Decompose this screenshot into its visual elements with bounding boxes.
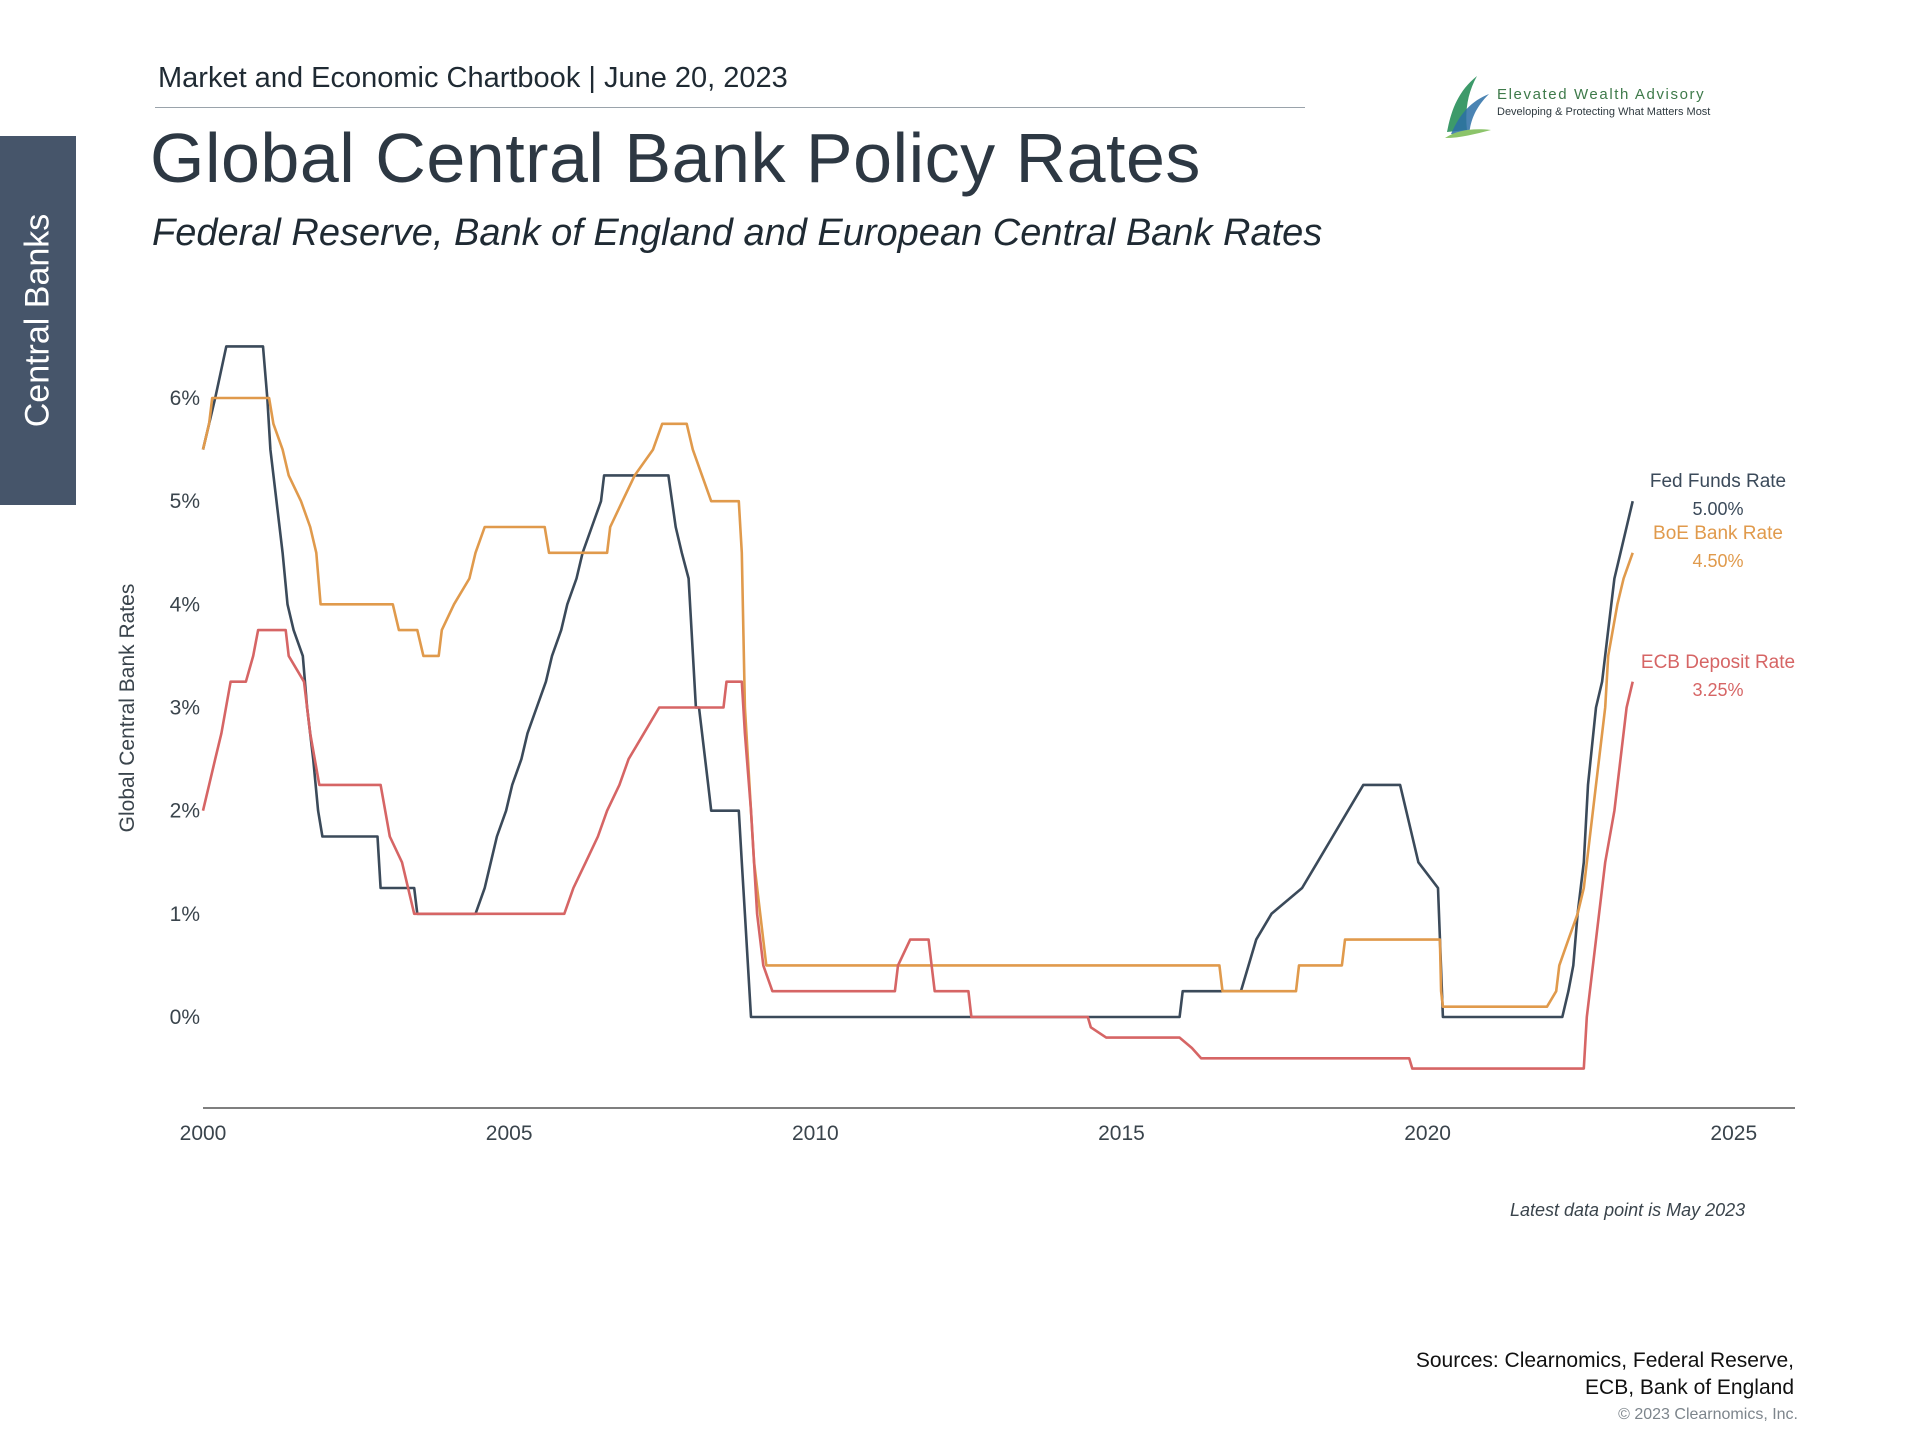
logo-tagline: Developing & Protecting What Matters Mos… bbox=[1497, 106, 1711, 118]
x-axis-ticks: 2000 2005 2010 2015 2020 2025 bbox=[180, 1122, 1757, 1145]
y-tick-label: 6% bbox=[170, 387, 200, 410]
series-value-label: 4.50% bbox=[1692, 551, 1743, 571]
latest-data-note: Latest data point is May 2023 bbox=[1510, 1200, 1746, 1220]
sources: Sources: Clearnomics, Federal Reserve, E… bbox=[1416, 1347, 1794, 1401]
y-tick-label: 1% bbox=[170, 903, 200, 926]
header-divider bbox=[155, 107, 1305, 108]
page-subtitle: Federal Reserve, Bank of England and Eur… bbox=[152, 212, 1323, 254]
series-name-label: BoE Bank Rate bbox=[1653, 523, 1783, 544]
sources-line-2: ECB, Bank of England bbox=[1585, 1376, 1794, 1399]
y-axis-label: Global Central Bank Rates bbox=[116, 584, 139, 833]
y-tick-label: 3% bbox=[170, 697, 200, 720]
y-tick-label: 0% bbox=[170, 1006, 200, 1029]
series-line-fed-funds-rate bbox=[201, 345, 1634, 1019]
page-title: Global Central Bank Policy Rates bbox=[150, 119, 1201, 197]
series-line-boe-bank-rate bbox=[201, 396, 1634, 1008]
logo: Elevated Wealth Advisory Developing & Pr… bbox=[1437, 72, 1757, 142]
sources-line-1: Sources: Clearnomics, Federal Reserve, bbox=[1415, 1349, 1794, 1372]
x-tick-label: 2005 bbox=[486, 1122, 533, 1145]
series-lines bbox=[201, 345, 1634, 1070]
logo-name: Elevated Wealth Advisory bbox=[1497, 86, 1706, 103]
x-tick-label: 2000 bbox=[180, 1122, 227, 1145]
series-value-label: 3.25% bbox=[1692, 680, 1743, 700]
y-axis-ticks: 0% 1% 2% 3% 4% 5% 6% bbox=[170, 387, 200, 1029]
copyright: © 2023 Clearnomics, Inc. bbox=[1618, 1406, 1798, 1423]
series-name-label: ECB Deposit Rate bbox=[1641, 652, 1795, 673]
x-tick-label: 2025 bbox=[1710, 1122, 1757, 1145]
sail-icon bbox=[1445, 76, 1491, 138]
series-line-ecb-deposit-rate bbox=[201, 628, 1634, 1070]
x-tick-label: 2020 bbox=[1404, 1122, 1451, 1145]
section-tab: Central Banks bbox=[0, 136, 76, 505]
y-tick-label: 2% bbox=[170, 800, 200, 823]
y-tick-label: 5% bbox=[170, 490, 200, 513]
y-tick-label: 4% bbox=[170, 593, 200, 616]
x-tick-label: 2015 bbox=[1098, 1122, 1145, 1145]
chartbook-header: Market and Economic Chartbook | June 20,… bbox=[158, 62, 788, 94]
series-name-label: Fed Funds Rate bbox=[1650, 471, 1786, 492]
x-tick-label: 2010 bbox=[792, 1122, 839, 1145]
series-value-label: 5.00% bbox=[1692, 499, 1743, 519]
series-end-labels: Fed Funds Rate 5.00% BoE Bank Rate 4.50% ECB… bbox=[1641, 471, 1795, 700]
